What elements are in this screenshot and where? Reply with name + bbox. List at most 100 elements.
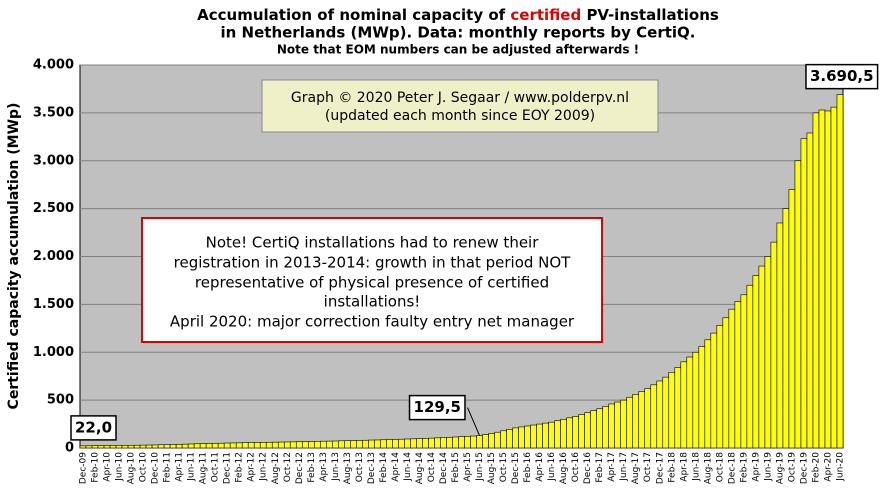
bar xyxy=(85,445,93,449)
bar xyxy=(314,440,321,449)
x-tick-label: Jun-17 xyxy=(619,452,629,482)
bar xyxy=(368,439,375,449)
x-tick-label: Oct-18 xyxy=(715,452,725,483)
title-part: Accumulation of nominal capacity of xyxy=(197,6,510,24)
value-label-box xyxy=(70,415,117,441)
bar xyxy=(734,301,742,449)
bar xyxy=(722,317,730,449)
bar xyxy=(572,416,579,449)
x-tick-label: Feb-20 xyxy=(811,452,821,483)
x-tick-label: Feb-17 xyxy=(595,452,605,483)
bar xyxy=(163,444,171,449)
y-tick-label: 3.000 xyxy=(33,153,74,168)
bar xyxy=(199,443,207,449)
bar xyxy=(698,346,706,449)
bar xyxy=(241,442,249,449)
bar xyxy=(440,437,447,449)
x-tick-label: Jun-19 xyxy=(763,452,773,482)
bar xyxy=(752,275,760,449)
x-tick-label: Aug-16 xyxy=(559,452,569,485)
note-text: representative of physical presence of c… xyxy=(195,274,549,292)
x-tick-label: Jun-18 xyxy=(691,452,701,482)
title-part: certified xyxy=(510,6,581,24)
bar xyxy=(512,427,519,449)
bar xyxy=(277,441,285,449)
chart-subtitle: Note that EOM numbers can be adjusted af… xyxy=(277,43,639,57)
bar xyxy=(386,439,393,449)
bar xyxy=(362,439,369,449)
bar xyxy=(235,442,243,449)
bar xyxy=(800,138,808,449)
x-tick-label: Oct-15 xyxy=(499,452,509,482)
y-tick-label: 1.500 xyxy=(33,297,74,312)
chart-title-line2: in Netherlands (MWp). Data: monthly repo… xyxy=(221,24,696,42)
bar xyxy=(283,441,291,449)
bar xyxy=(536,423,543,449)
bar xyxy=(169,444,177,449)
x-tick-label: Aug-14 xyxy=(415,452,425,485)
bar xyxy=(770,241,778,449)
bar xyxy=(271,441,279,449)
y-tick-label: 500 xyxy=(47,393,74,408)
bar xyxy=(452,436,459,449)
value-label-box xyxy=(805,63,879,90)
bar xyxy=(446,436,453,449)
bar xyxy=(428,437,435,449)
bar xyxy=(746,284,754,449)
bar xyxy=(115,445,123,449)
bar xyxy=(139,444,147,449)
bar xyxy=(470,435,477,449)
bar xyxy=(392,439,399,449)
bar xyxy=(211,443,219,449)
x-tick-label: Oct-17 xyxy=(643,452,653,482)
x-tick-label: Dec-16 xyxy=(583,452,593,484)
x-tick-label: Oct-12 xyxy=(283,452,293,482)
bar xyxy=(109,445,117,449)
bar xyxy=(247,442,255,449)
y-tick-label: 1.000 xyxy=(33,345,74,360)
bar xyxy=(301,441,309,449)
bar xyxy=(205,443,213,449)
bar xyxy=(758,265,766,449)
bar xyxy=(794,160,802,449)
bar xyxy=(524,425,531,449)
bar xyxy=(806,132,814,449)
credit-text: Graph © 2020 Peter J. Segaar / www.polde… xyxy=(291,90,629,106)
bar xyxy=(253,442,261,449)
x-tick-label: Dec-17 xyxy=(655,452,665,484)
bar xyxy=(602,406,609,449)
x-tick-label: Apr-13 xyxy=(319,452,329,482)
y-tick-label: 3.500 xyxy=(33,105,74,120)
bar xyxy=(320,440,327,449)
bar xyxy=(157,444,165,449)
bar xyxy=(398,438,405,449)
bar xyxy=(632,394,640,449)
x-tick-label: Dec-10 xyxy=(151,452,161,484)
note-box xyxy=(141,217,603,343)
bar xyxy=(217,442,225,449)
bar xyxy=(145,444,153,449)
bar xyxy=(728,308,736,449)
bar xyxy=(596,408,603,449)
x-tick-label: Aug-15 xyxy=(487,452,497,484)
x-tick-label: Feb-10 xyxy=(91,452,101,483)
note-text: Note! CertiQ installations had to renew … xyxy=(206,234,540,252)
bar xyxy=(644,388,652,449)
bar xyxy=(668,372,676,449)
bar xyxy=(265,441,273,449)
x-tick-label: Aug-10 xyxy=(127,452,137,485)
x-tick-label: Dec-13 xyxy=(367,452,377,484)
x-tick-label: Dec-12 xyxy=(295,452,305,484)
bar xyxy=(404,438,411,449)
bar xyxy=(181,443,189,449)
x-tick-label: Apr-20 xyxy=(823,452,833,482)
bar xyxy=(542,422,549,449)
x-tick-label: Jun-10 xyxy=(115,452,125,482)
x-tick-label: Aug-17 xyxy=(631,452,641,484)
bar xyxy=(356,440,363,449)
x-tick-label: Oct-13 xyxy=(355,452,365,482)
value-label: 22,0 xyxy=(75,418,112,436)
x-tick-label: Apr-19 xyxy=(751,452,761,482)
bar xyxy=(584,412,591,449)
x-tick-label: Apr-18 xyxy=(679,452,689,482)
